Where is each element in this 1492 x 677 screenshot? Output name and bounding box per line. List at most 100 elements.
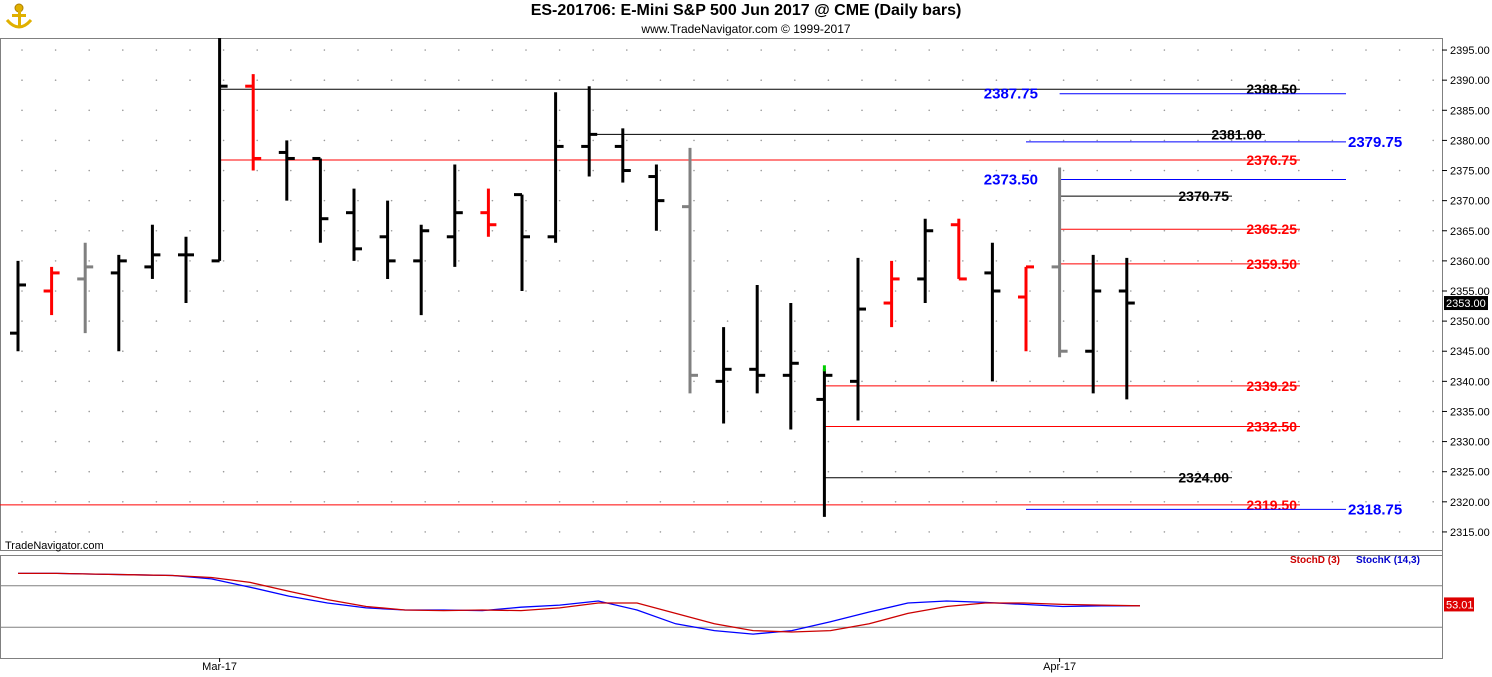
grid-dot	[54, 320, 57, 322]
grid-dot	[894, 49, 897, 51]
grid-dot	[390, 79, 393, 81]
grid-dot	[1398, 290, 1401, 292]
grid-dot	[189, 531, 191, 533]
grid-dot	[626, 290, 628, 292]
grid-dot	[222, 139, 225, 142]
grid-dot	[424, 470, 427, 473]
grid-dot	[88, 139, 90, 142]
grid-dot	[1062, 199, 1065, 202]
grid-dot	[323, 350, 326, 353]
grid-dot	[693, 501, 695, 503]
grid-dot	[424, 440, 427, 443]
grid-dot	[760, 79, 762, 81]
grid-dot	[1029, 79, 1031, 81]
grid-dot	[256, 139, 259, 142]
grid-dot	[88, 169, 90, 172]
grid-dot	[626, 260, 628, 262]
grid-dot	[222, 229, 225, 232]
grid-dot	[962, 410, 964, 413]
grid-dot	[659, 380, 662, 383]
grid-dot	[21, 260, 23, 262]
grid-dot	[122, 380, 124, 383]
grid-dot	[626, 79, 628, 81]
grid-dot	[1264, 380, 1266, 383]
grid-dot	[592, 501, 594, 503]
grid-dot	[21, 290, 23, 292]
grid-dot	[323, 380, 326, 383]
grid-dot	[626, 139, 628, 142]
grid-dot	[1062, 139, 1065, 142]
grid-dot	[861, 109, 863, 112]
grid-dot	[894, 501, 897, 503]
grid-dot	[357, 410, 359, 413]
grid-dot	[54, 410, 57, 413]
grid-dot	[1230, 350, 1233, 353]
grid-dot	[592, 229, 594, 232]
grid-dot	[1230, 531, 1233, 533]
grid-dot	[894, 410, 897, 413]
stoch-k-line	[18, 572, 1140, 635]
grid-dot	[659, 410, 662, 413]
grid-dot	[1432, 470, 1434, 473]
grid-dot	[122, 410, 124, 413]
level-label: 2381.00	[1211, 126, 1262, 142]
level-label: 2324.00	[1178, 470, 1229, 486]
grid-dot	[222, 440, 225, 443]
grid-dot	[726, 169, 729, 172]
grid-dot	[54, 49, 57, 51]
grid-dot	[21, 531, 23, 533]
grid-dot	[155, 410, 158, 413]
grid-dot	[189, 320, 191, 322]
y-tick-label: 2355.00	[1450, 286, 1490, 298]
grid-dot	[1096, 380, 1098, 383]
grid-dot	[558, 290, 561, 292]
grid-dot	[1331, 320, 1334, 322]
grid-dot	[558, 350, 561, 353]
grid-dot	[760, 380, 762, 383]
grid-dot	[390, 470, 393, 473]
grid-dot	[794, 169, 796, 172]
grid-dot	[54, 260, 57, 262]
grid-dot	[290, 290, 292, 292]
grid-dot	[290, 229, 292, 232]
grid-dot	[693, 290, 695, 292]
grid-dot	[323, 139, 326, 142]
grid-dot	[626, 320, 628, 322]
grid-dot	[693, 260, 695, 262]
grid-dot	[659, 109, 662, 112]
level-label: 2339.25	[1246, 378, 1297, 394]
grid-dot	[357, 470, 359, 473]
grid-dot	[592, 531, 594, 533]
grid-dot	[424, 290, 427, 292]
grid-dot	[928, 531, 930, 533]
grid-dot	[491, 260, 494, 262]
grid-dot	[1062, 169, 1065, 172]
y-tick-label: 2350.00	[1450, 316, 1490, 328]
grid-dot	[1197, 109, 1199, 112]
grid-dot	[861, 501, 863, 503]
grid-dot	[1029, 229, 1031, 232]
grid-dot	[122, 139, 124, 142]
grid-dot	[290, 501, 292, 503]
grid-dot	[558, 260, 561, 262]
grid-dot	[1365, 290, 1367, 292]
grid-dot	[1432, 440, 1434, 443]
grid-dot	[995, 410, 998, 413]
grid-dot	[592, 440, 594, 443]
y-tick-label: 2375.00	[1450, 166, 1490, 178]
grid-dot	[290, 470, 292, 473]
grid-dot	[995, 139, 998, 142]
grid-dot	[894, 350, 897, 353]
grid-dot	[256, 320, 259, 322]
grid-dot	[827, 501, 830, 503]
grid-dot	[525, 199, 527, 202]
grid-dot	[962, 320, 964, 322]
grid-dot	[256, 440, 259, 443]
grid-dot	[1130, 49, 1132, 51]
grid-dot	[1398, 350, 1401, 353]
grid-dot	[558, 169, 561, 172]
grid-dot	[928, 440, 930, 443]
grid-dot	[1298, 169, 1300, 172]
grid-dot	[21, 229, 23, 232]
grid-dot	[1298, 410, 1300, 413]
